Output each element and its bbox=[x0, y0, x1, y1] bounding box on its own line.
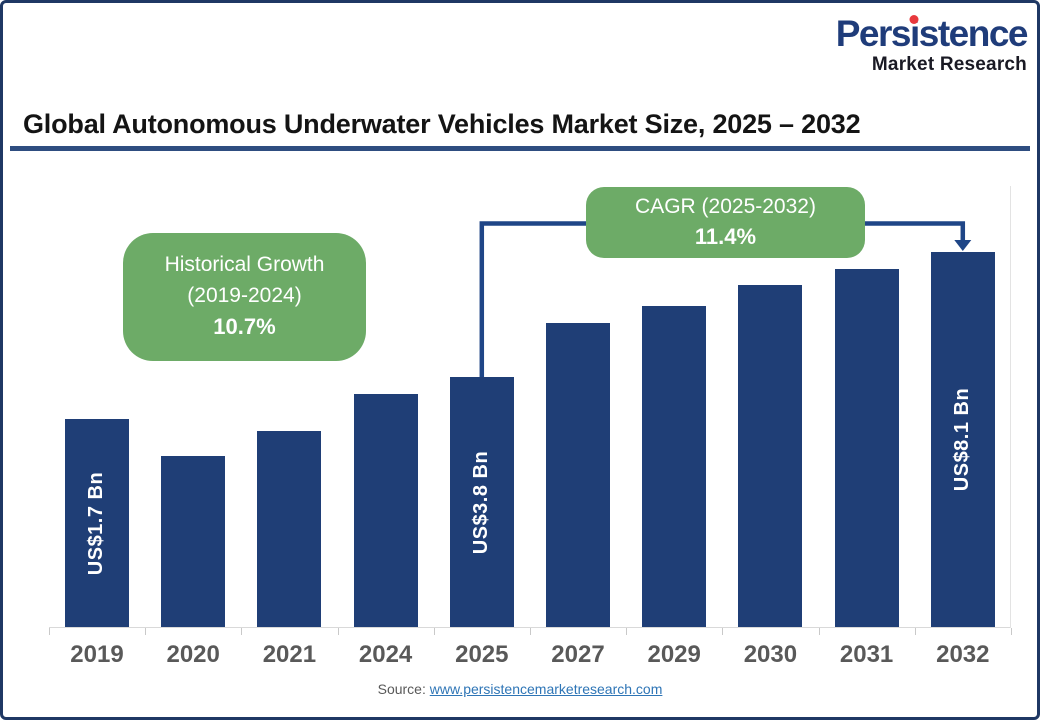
bar-2032: US$8.1 Bn bbox=[930, 252, 995, 627]
logo-red-dot-icon bbox=[909, 15, 919, 24]
x-axis-tick bbox=[49, 628, 50, 635]
bar-2025: US$3.8 Bn bbox=[449, 377, 514, 627]
x-axis-tick bbox=[433, 628, 435, 635]
bar-value-label-2025: US$3.8 Bn bbox=[470, 450, 493, 554]
x-axis-label-2032: 2032 bbox=[936, 641, 990, 668]
bar-2019: US$1.7 Bn bbox=[65, 419, 129, 627]
x-axis-tick bbox=[145, 628, 147, 635]
x-axis-tick bbox=[722, 628, 724, 635]
x-axis-tick bbox=[241, 628, 243, 635]
x-axis-line bbox=[49, 627, 1011, 628]
bar-2029 bbox=[642, 306, 707, 627]
cagr-badge: CAGR (2025-2032) 11.4% bbox=[586, 187, 865, 258]
logo-text-pre: Pers bbox=[835, 13, 912, 54]
source-link[interactable]: www.persistencemarketresearch.com bbox=[429, 681, 663, 697]
x-axis-label-2031: 2031 bbox=[839, 641, 894, 668]
title-underline bbox=[10, 146, 1030, 151]
bar-2027 bbox=[546, 323, 610, 627]
bar-2031 bbox=[834, 269, 899, 627]
bar-2020 bbox=[161, 456, 226, 627]
x-axis-tick bbox=[914, 628, 916, 635]
source-prefix: Source: bbox=[377, 681, 426, 697]
cagr-value: 11.4% bbox=[694, 224, 757, 249]
source-line: Source: www.persistencemarketresearch.co… bbox=[3, 681, 1037, 697]
bar-value-label-2019: US$1.7 Bn bbox=[85, 471, 108, 575]
cagr-label: CAGR (2025-2032) bbox=[635, 195, 816, 218]
logo-subtitle: Market Research bbox=[871, 54, 1027, 75]
historical-growth-label: Historical Growth bbox=[164, 253, 325, 276]
x-axis-tick bbox=[530, 628, 531, 635]
historical-growth-value: 10.7% bbox=[213, 314, 276, 339]
bar-2030 bbox=[738, 285, 803, 627]
x-axis-label-2019: 2019 bbox=[70, 641, 124, 668]
historical-growth-period: (2019-2024) bbox=[187, 284, 302, 307]
logo-wordmark: Persi stence bbox=[835, 13, 1029, 54]
bar-value-label-2032: US$8.1 Bn bbox=[951, 387, 974, 492]
x-axis-tick bbox=[626, 628, 628, 635]
x-axis-label-2029: 2029 bbox=[647, 641, 701, 668]
bar-2024 bbox=[353, 394, 418, 627]
x-axis-tick bbox=[1011, 628, 1012, 635]
page-title: Global Autonomous Underwater Vehicles Ma… bbox=[23, 109, 861, 139]
plot-right-border bbox=[1010, 186, 1011, 628]
bar-2021 bbox=[257, 431, 322, 627]
x-axis-label-2025: 2025 bbox=[455, 641, 509, 668]
x-axis-label-2024: 2024 bbox=[358, 641, 413, 668]
x-axis-tick bbox=[818, 628, 820, 635]
logo-text-post: stence bbox=[918, 13, 1029, 54]
logo-letter-i: i bbox=[909, 13, 920, 54]
x-axis-label-2021: 2021 bbox=[262, 641, 317, 668]
historical-growth-badge: Historical Growth (2019-2024) 10.7% bbox=[123, 233, 366, 361]
x-axis-tick bbox=[337, 628, 339, 635]
x-axis-label-2027: 2027 bbox=[551, 641, 605, 668]
x-axis-label-2020: 2020 bbox=[166, 641, 220, 668]
brand-logo: Persi stence Market Research bbox=[835, 13, 1029, 75]
x-axis-label-2030: 2030 bbox=[743, 641, 798, 668]
